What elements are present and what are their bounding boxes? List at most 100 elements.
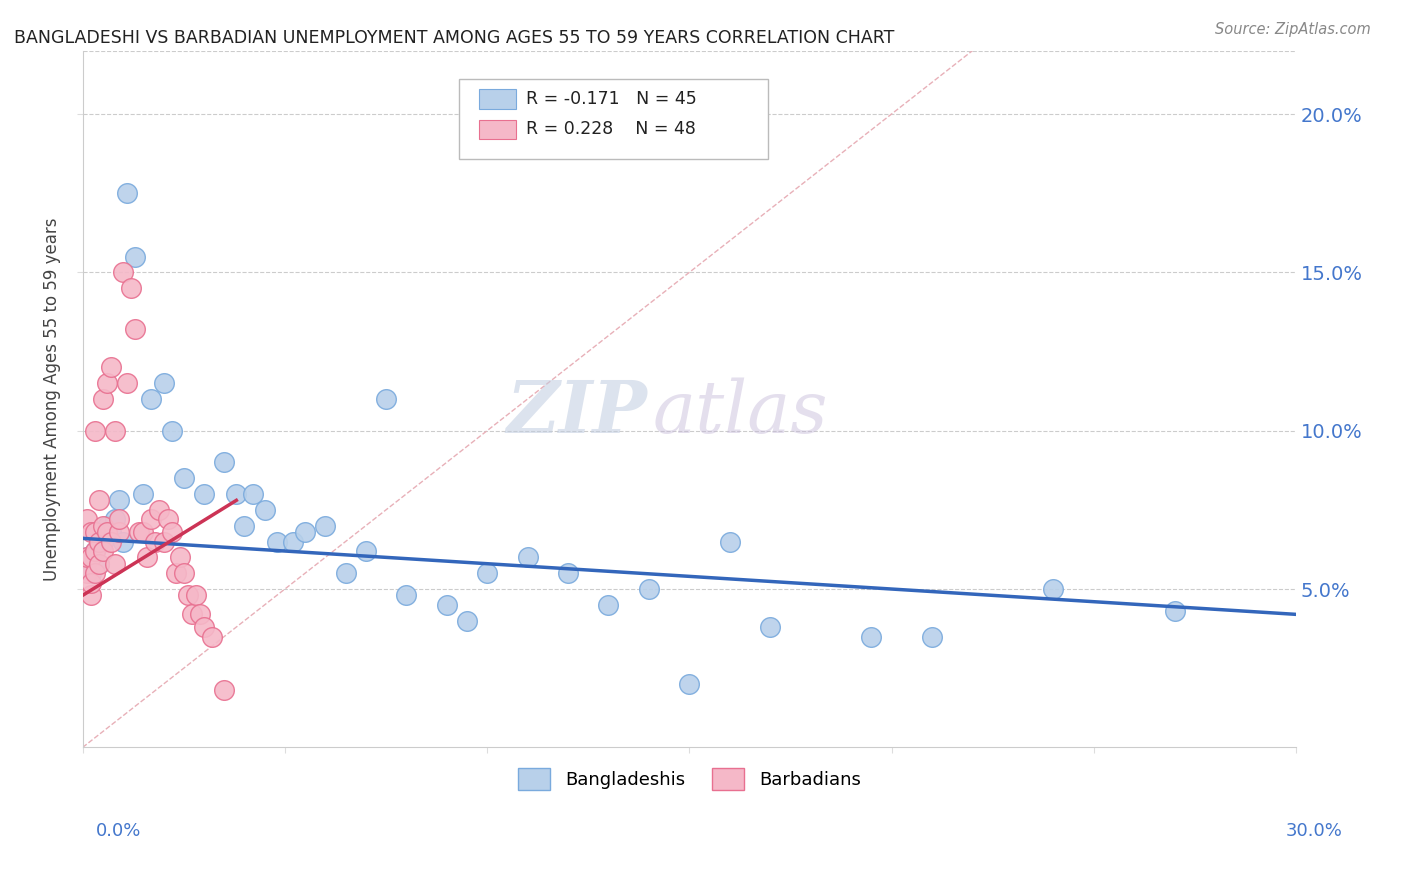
Bangladeshis bbox=[76, 550, 98, 565]
Y-axis label: Unemployment Among Ages 55 to 59 years: Unemployment Among Ages 55 to 59 years bbox=[44, 218, 60, 581]
Barbadians bbox=[108, 512, 131, 526]
Bangladeshis bbox=[395, 588, 418, 602]
Bangladeshis bbox=[242, 487, 264, 501]
Barbadians bbox=[104, 557, 127, 571]
Bangladeshis bbox=[456, 614, 478, 628]
FancyBboxPatch shape bbox=[479, 120, 516, 139]
Barbadians bbox=[83, 566, 105, 581]
Bangladeshis bbox=[83, 544, 105, 558]
Bangladeshis bbox=[638, 582, 661, 596]
Barbadians bbox=[91, 518, 114, 533]
Text: R = -0.171   N = 45: R = -0.171 N = 45 bbox=[526, 90, 696, 108]
Legend: Bangladeshis, Barbadians: Bangladeshis, Barbadians bbox=[510, 761, 868, 797]
Barbadians bbox=[160, 524, 183, 539]
Bangladeshis bbox=[475, 566, 498, 581]
Bangladeshis bbox=[108, 493, 131, 508]
Bangladeshis bbox=[1163, 604, 1185, 618]
Bangladeshis bbox=[354, 544, 377, 558]
Bangladeshis bbox=[860, 630, 883, 644]
Barbadians bbox=[115, 376, 138, 391]
Barbadians bbox=[104, 424, 127, 438]
FancyBboxPatch shape bbox=[479, 89, 516, 109]
Bangladeshis bbox=[557, 566, 579, 581]
Bangladeshis bbox=[100, 524, 122, 539]
Bangladeshis bbox=[598, 598, 620, 612]
Bangladeshis bbox=[87, 557, 110, 571]
Bangladeshis bbox=[294, 524, 316, 539]
Barbadians bbox=[165, 566, 187, 581]
Bangladeshis bbox=[759, 620, 782, 634]
Text: atlas: atlas bbox=[652, 377, 828, 448]
Barbadians bbox=[173, 566, 195, 581]
Text: ZIP: ZIP bbox=[506, 377, 647, 449]
Barbadians bbox=[141, 512, 163, 526]
Barbadians bbox=[80, 575, 103, 590]
Barbadians bbox=[169, 550, 191, 565]
Bangladeshis bbox=[436, 598, 458, 612]
Barbadians bbox=[87, 557, 110, 571]
Barbadians bbox=[124, 322, 146, 336]
Barbadians bbox=[152, 534, 174, 549]
Barbadians bbox=[80, 550, 103, 565]
Barbadians bbox=[80, 524, 103, 539]
Barbadians bbox=[136, 550, 159, 565]
Text: BANGLADESHI VS BARBADIAN UNEMPLOYMENT AMONG AGES 55 TO 59 YEARS CORRELATION CHAR: BANGLADESHI VS BARBADIAN UNEMPLOYMENT AM… bbox=[14, 29, 894, 46]
Bangladeshis bbox=[266, 534, 288, 549]
Bangladeshis bbox=[96, 518, 118, 533]
Barbadians bbox=[83, 424, 105, 438]
Barbadians bbox=[100, 534, 122, 549]
Barbadians bbox=[188, 607, 211, 622]
Barbadians bbox=[201, 630, 224, 644]
Text: 0.0%: 0.0% bbox=[96, 822, 141, 840]
Barbadians bbox=[91, 392, 114, 406]
Bangladeshis bbox=[335, 566, 357, 581]
Barbadians bbox=[180, 607, 202, 622]
Bangladeshis bbox=[160, 424, 183, 438]
Barbadians bbox=[76, 566, 98, 581]
Bangladeshis bbox=[124, 250, 146, 264]
Bangladeshis bbox=[678, 677, 700, 691]
Barbadians bbox=[80, 588, 103, 602]
Bangladeshis bbox=[375, 392, 398, 406]
Bangladeshis bbox=[132, 487, 155, 501]
Barbadians bbox=[132, 524, 155, 539]
Barbadians bbox=[76, 512, 98, 526]
Barbadians bbox=[177, 588, 200, 602]
Barbadians bbox=[112, 265, 135, 279]
Bangladeshis bbox=[516, 550, 538, 565]
Barbadians bbox=[108, 524, 131, 539]
Barbadians bbox=[87, 534, 110, 549]
Barbadians bbox=[87, 493, 110, 508]
Barbadians bbox=[184, 588, 207, 602]
Barbadians bbox=[100, 360, 122, 375]
Bangladeshis bbox=[718, 534, 741, 549]
Barbadians bbox=[156, 512, 179, 526]
Bangladeshis bbox=[91, 534, 114, 549]
Text: R = 0.228    N = 48: R = 0.228 N = 48 bbox=[526, 120, 696, 138]
Bangladeshis bbox=[212, 455, 235, 469]
Barbadians bbox=[193, 620, 215, 634]
Barbadians bbox=[91, 544, 114, 558]
Bangladeshis bbox=[225, 487, 247, 501]
Barbadians bbox=[76, 550, 98, 565]
Barbadians bbox=[120, 281, 142, 295]
Bangladeshis bbox=[152, 376, 174, 391]
Barbadians bbox=[128, 524, 150, 539]
Bangladeshis bbox=[173, 471, 195, 485]
Barbadians bbox=[148, 503, 170, 517]
Bangladeshis bbox=[80, 566, 103, 581]
Bangladeshis bbox=[104, 512, 127, 526]
Barbadians bbox=[145, 534, 167, 549]
Barbadians bbox=[83, 524, 105, 539]
Barbadians bbox=[212, 683, 235, 698]
Barbadians bbox=[83, 544, 105, 558]
Barbadians bbox=[96, 376, 118, 391]
Bangladeshis bbox=[253, 503, 276, 517]
Bangladeshis bbox=[115, 186, 138, 201]
Bangladeshis bbox=[193, 487, 215, 501]
Bangladeshis bbox=[921, 630, 943, 644]
Bangladeshis bbox=[141, 392, 163, 406]
FancyBboxPatch shape bbox=[458, 78, 768, 159]
Bangladeshis bbox=[233, 518, 256, 533]
Bangladeshis bbox=[314, 518, 336, 533]
